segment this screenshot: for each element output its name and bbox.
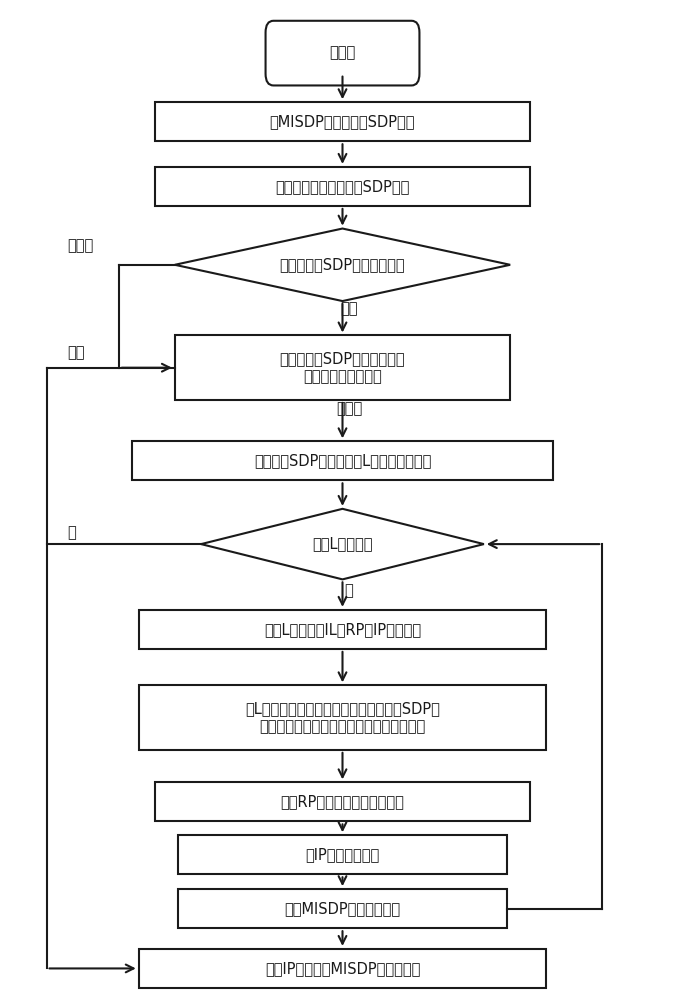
Polygon shape bbox=[201, 509, 484, 579]
Text: 将MISDP模型松弛为SDP模型: 将MISDP模型松弛为SDP模型 bbox=[270, 114, 415, 129]
Text: 统计L队列且对IL、RP、IP进行设置: 统计L队列且对IL、RP、IP进行设置 bbox=[264, 622, 421, 637]
Text: 不满足: 不满足 bbox=[336, 401, 362, 416]
Text: 将原松弛SDP模型加入到L中并设定上下界: 将原松弛SDP模型加入到L中并设定上下界 bbox=[254, 453, 431, 468]
Text: 对L中子问题分支，采用深探法选取新的SDP子
问题用原始对偶内点法求解并进行剪支处理: 对L中子问题分支，采用深探法选取新的SDP子 问题用原始对偶内点法求解并进行剪支… bbox=[245, 701, 440, 734]
Polygon shape bbox=[175, 229, 510, 301]
Text: 采用半定规划法求解该SDP模型: 采用半定规划法求解该SDP模型 bbox=[275, 179, 410, 194]
Text: 可行: 可行 bbox=[340, 301, 358, 316]
Text: 结合IP队列输出MISDP模型最优解: 结合IP队列输出MISDP模型最优解 bbox=[265, 961, 420, 976]
Text: 合并RP队列可行域并对其排序: 合并RP队列可行域并对其排序 bbox=[281, 794, 404, 809]
Text: 判断原松弛SDP模型最优解是
否满足离散变量约束: 判断原松弛SDP模型最优解是 否满足离散变量约束 bbox=[279, 352, 406, 384]
Bar bbox=[138, 949, 547, 988]
Text: 判断L是否为空: 判断L是否为空 bbox=[312, 537, 373, 552]
Text: 否: 否 bbox=[345, 583, 353, 598]
Text: 不可行: 不可行 bbox=[68, 238, 94, 253]
FancyBboxPatch shape bbox=[266, 21, 419, 85]
Bar bbox=[155, 167, 530, 206]
Text: 修正MISDP模型的上下界: 修正MISDP模型的上下界 bbox=[284, 901, 401, 916]
Text: 满足: 满足 bbox=[68, 346, 85, 360]
Bar bbox=[178, 835, 507, 874]
Text: 对IP队列进行排序: 对IP队列进行排序 bbox=[306, 847, 379, 862]
Bar bbox=[175, 335, 510, 400]
Bar bbox=[155, 782, 530, 821]
Bar bbox=[138, 610, 547, 649]
Bar bbox=[155, 102, 530, 141]
Bar bbox=[178, 889, 507, 928]
Bar bbox=[138, 685, 547, 750]
Bar bbox=[132, 441, 553, 480]
Text: 初始化: 初始化 bbox=[329, 46, 356, 61]
Text: 是: 是 bbox=[68, 525, 76, 540]
Text: 判断原松弛SDP问题是否可行: 判断原松弛SDP问题是否可行 bbox=[279, 257, 406, 272]
